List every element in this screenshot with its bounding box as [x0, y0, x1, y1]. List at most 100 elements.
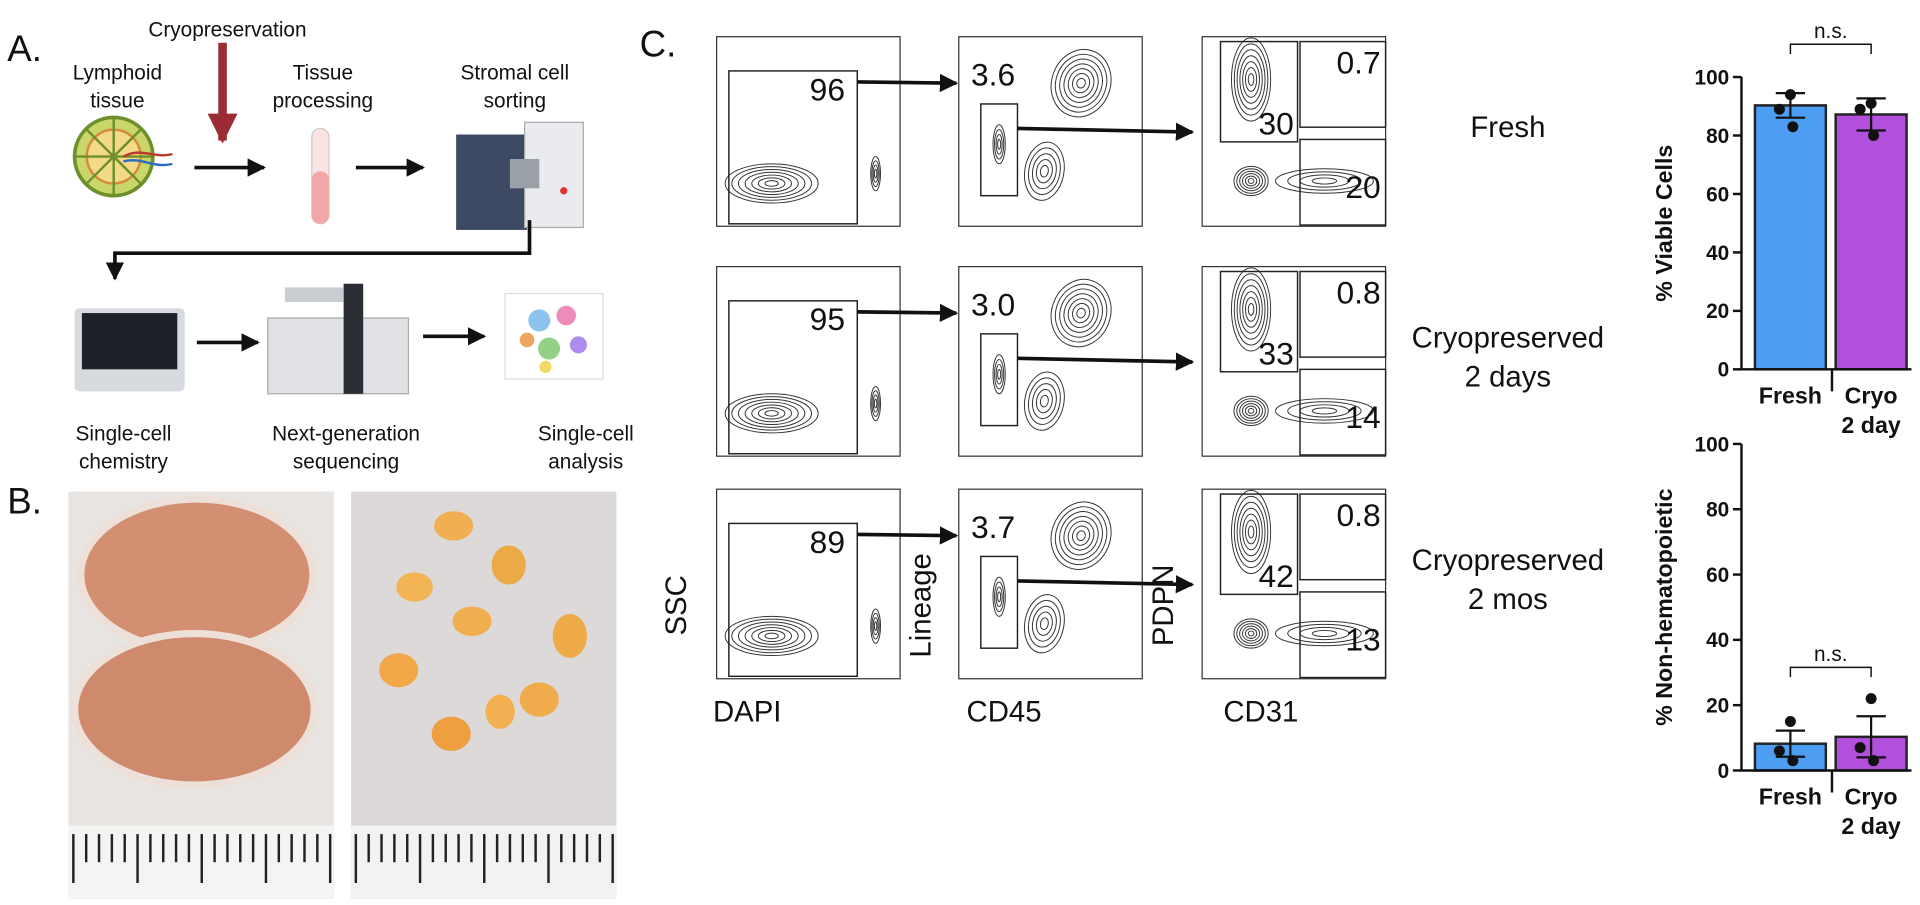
- contour: [1244, 519, 1258, 545]
- contour: [871, 612, 880, 640]
- contour: [1247, 630, 1255, 637]
- y-tick-label: 40: [1706, 242, 1729, 265]
- contour: [1050, 48, 1112, 118]
- contour: [992, 354, 1006, 395]
- y-tick-label: 60: [1706, 564, 1729, 587]
- contour: [1027, 147, 1061, 195]
- contour: [1076, 307, 1086, 319]
- contour: [731, 396, 812, 431]
- x-axis-label: CD31: [1223, 696, 1298, 729]
- contour: [871, 390, 880, 417]
- contour: [1072, 73, 1091, 94]
- contour: [997, 138, 1002, 150]
- contour: [1242, 513, 1260, 551]
- contour: [992, 576, 1006, 617]
- x-tick-label: 2 day: [1841, 813, 1900, 839]
- contour: [1059, 58, 1103, 108]
- gate: [1299, 138, 1387, 226]
- gate-value: 0.8: [1337, 497, 1381, 533]
- gate-value: 13: [1345, 622, 1380, 658]
- panel-b-art: [68, 491, 617, 899]
- step-label: sorting: [484, 90, 546, 113]
- contour: [764, 180, 779, 187]
- contour: [872, 394, 879, 413]
- gate-arrow: [1017, 575, 1195, 594]
- contour: [1054, 53, 1108, 113]
- contour: [995, 586, 1003, 608]
- y-tick-label: 20: [1706, 695, 1729, 718]
- gate-value: 95: [810, 301, 845, 337]
- flow-plot: [716, 488, 901, 680]
- data-point: [1784, 715, 1796, 727]
- gate-arrow: [1017, 352, 1195, 371]
- contour: [1236, 279, 1266, 340]
- contour: [724, 163, 819, 204]
- contour: [1236, 620, 1266, 647]
- contour: [1039, 394, 1049, 408]
- contour: [1231, 267, 1272, 352]
- contour: [1031, 605, 1057, 642]
- gate-arrow: [857, 73, 959, 93]
- gate-value: 33: [1259, 335, 1294, 371]
- contour: [1242, 173, 1261, 189]
- gate-arrow: [1017, 122, 1195, 141]
- y-tick-label: 0: [1718, 760, 1730, 783]
- contour: [1050, 278, 1112, 348]
- contour: [997, 368, 1002, 380]
- flow-plot: [716, 265, 901, 457]
- y-tick-label: 80: [1706, 125, 1729, 148]
- gate: [980, 555, 1019, 649]
- contour: [751, 627, 793, 645]
- gate-value: 3.7: [971, 509, 1015, 545]
- y-axis-label: PDPN: [1147, 565, 1180, 647]
- y-tick-label: 0: [1718, 359, 1730, 382]
- gate-value: 20: [1345, 169, 1380, 205]
- contour: [1242, 61, 1260, 98]
- contour: [1076, 530, 1086, 541]
- contour: [1023, 141, 1065, 201]
- gate: [980, 333, 1019, 427]
- panel-label: C.: [640, 23, 677, 64]
- y-tick-label: 20: [1706, 300, 1729, 323]
- contour: [1244, 175, 1258, 187]
- flow-plot: [1201, 488, 1387, 680]
- contour: [1242, 403, 1261, 419]
- y-tick-label: 100: [1695, 433, 1730, 456]
- condition-label: 2 days: [1465, 360, 1551, 393]
- contour: [1275, 620, 1374, 647]
- contour: [1244, 405, 1258, 417]
- contour: [1031, 153, 1057, 190]
- data-point: [1787, 755, 1799, 767]
- condition-label: 2 mos: [1468, 583, 1548, 616]
- contour: [1054, 506, 1108, 566]
- step-label: Single-cell: [538, 422, 634, 445]
- contour: [992, 124, 1006, 165]
- contour: [1287, 401, 1362, 421]
- contour: [1244, 67, 1258, 92]
- gate: [1299, 40, 1387, 128]
- contour: [1239, 55, 1263, 104]
- panel-label: A.: [7, 28, 42, 69]
- contour: [994, 129, 1005, 160]
- contour: [751, 174, 793, 193]
- bar: [1834, 113, 1908, 371]
- contour: [1063, 515, 1099, 556]
- gate-value: 42: [1259, 558, 1294, 594]
- contour: [1244, 628, 1258, 639]
- contour: [731, 618, 812, 654]
- contour: [994, 359, 1005, 390]
- contour: [873, 168, 878, 179]
- data-point: [1865, 97, 1877, 109]
- contour: [995, 363, 1003, 385]
- gate-value: 30: [1259, 106, 1294, 142]
- step-label: chemistry: [79, 450, 169, 473]
- contour: [1035, 159, 1053, 184]
- contour: [731, 166, 812, 201]
- contour: [1072, 302, 1091, 324]
- gate: [728, 70, 859, 225]
- significance-bracket: [1789, 43, 1872, 54]
- data-point: [1773, 103, 1785, 115]
- contour: [1236, 49, 1266, 110]
- contour: [1247, 178, 1255, 184]
- step-label: Lymphoid: [73, 61, 162, 84]
